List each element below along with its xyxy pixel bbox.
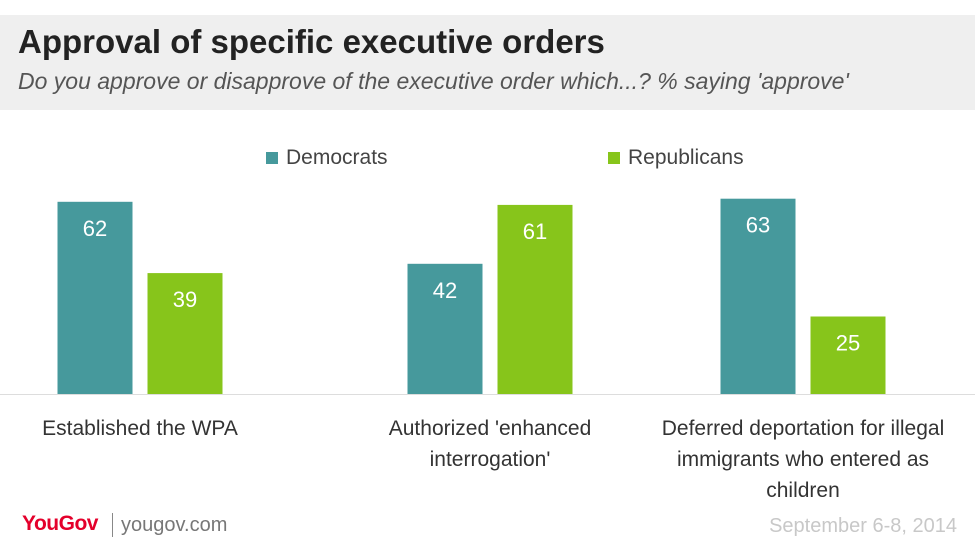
category-label-line: immigrants who entered as	[676, 448, 930, 471]
footer-divider	[112, 513, 113, 537]
data-label-democrats-0: 62	[83, 216, 107, 241]
chart-legend: Democrats Republicans	[0, 146, 975, 174]
footer-site[interactable]: yougov.com	[121, 514, 228, 536]
legend-swatch-democrats	[266, 152, 278, 164]
category-label-2: Deferred deportation for illegal immigran…	[643, 413, 963, 506]
bar-democrats-1	[407, 263, 483, 394]
bar-republicans-0	[147, 273, 223, 394]
category-label-line: Deferred deportation for illegal	[661, 417, 945, 440]
legend-swatch-republicans	[608, 152, 620, 164]
data-label-democrats-2: 63	[746, 213, 770, 238]
chart-header: Approval of specific executive orders Do…	[0, 15, 975, 110]
bar-democrats-0	[57, 201, 133, 394]
yougov-logo: YouGov	[22, 512, 98, 535]
category-label-1: Authorized 'enhanced interrogation'	[330, 413, 650, 475]
data-label-republicans-2: 25	[836, 331, 860, 356]
data-label-republicans-0: 39	[173, 287, 197, 312]
bar-democrats-2	[720, 198, 796, 394]
category-label-line: interrogation'	[429, 448, 551, 471]
category-label-line: Established the WPA	[42, 417, 238, 440]
legend-label-democrats: Democrats	[286, 146, 388, 169]
category-label-0: Established the WPA	[0, 413, 300, 444]
category-label-line: children	[766, 479, 840, 502]
legend-item-democrats: Democrats	[266, 146, 388, 170]
legend-item-republicans: Republicans	[608, 146, 744, 170]
chart-subtitle: Do you approve or disapprove of the exec…	[18, 68, 849, 94]
category-label-line: Authorized 'enhanced	[388, 417, 592, 440]
bar-republicans-1	[497, 204, 573, 394]
data-label-democrats-1: 42	[433, 278, 457, 303]
footer-date: September 6-8, 2014	[769, 515, 957, 537]
chart-title: Approval of specific executive orders	[18, 23, 605, 60]
data-label-republicans-1: 61	[523, 219, 547, 244]
bar-republicans-2	[810, 316, 886, 394]
legend-label-republicans: Republicans	[628, 146, 744, 169]
